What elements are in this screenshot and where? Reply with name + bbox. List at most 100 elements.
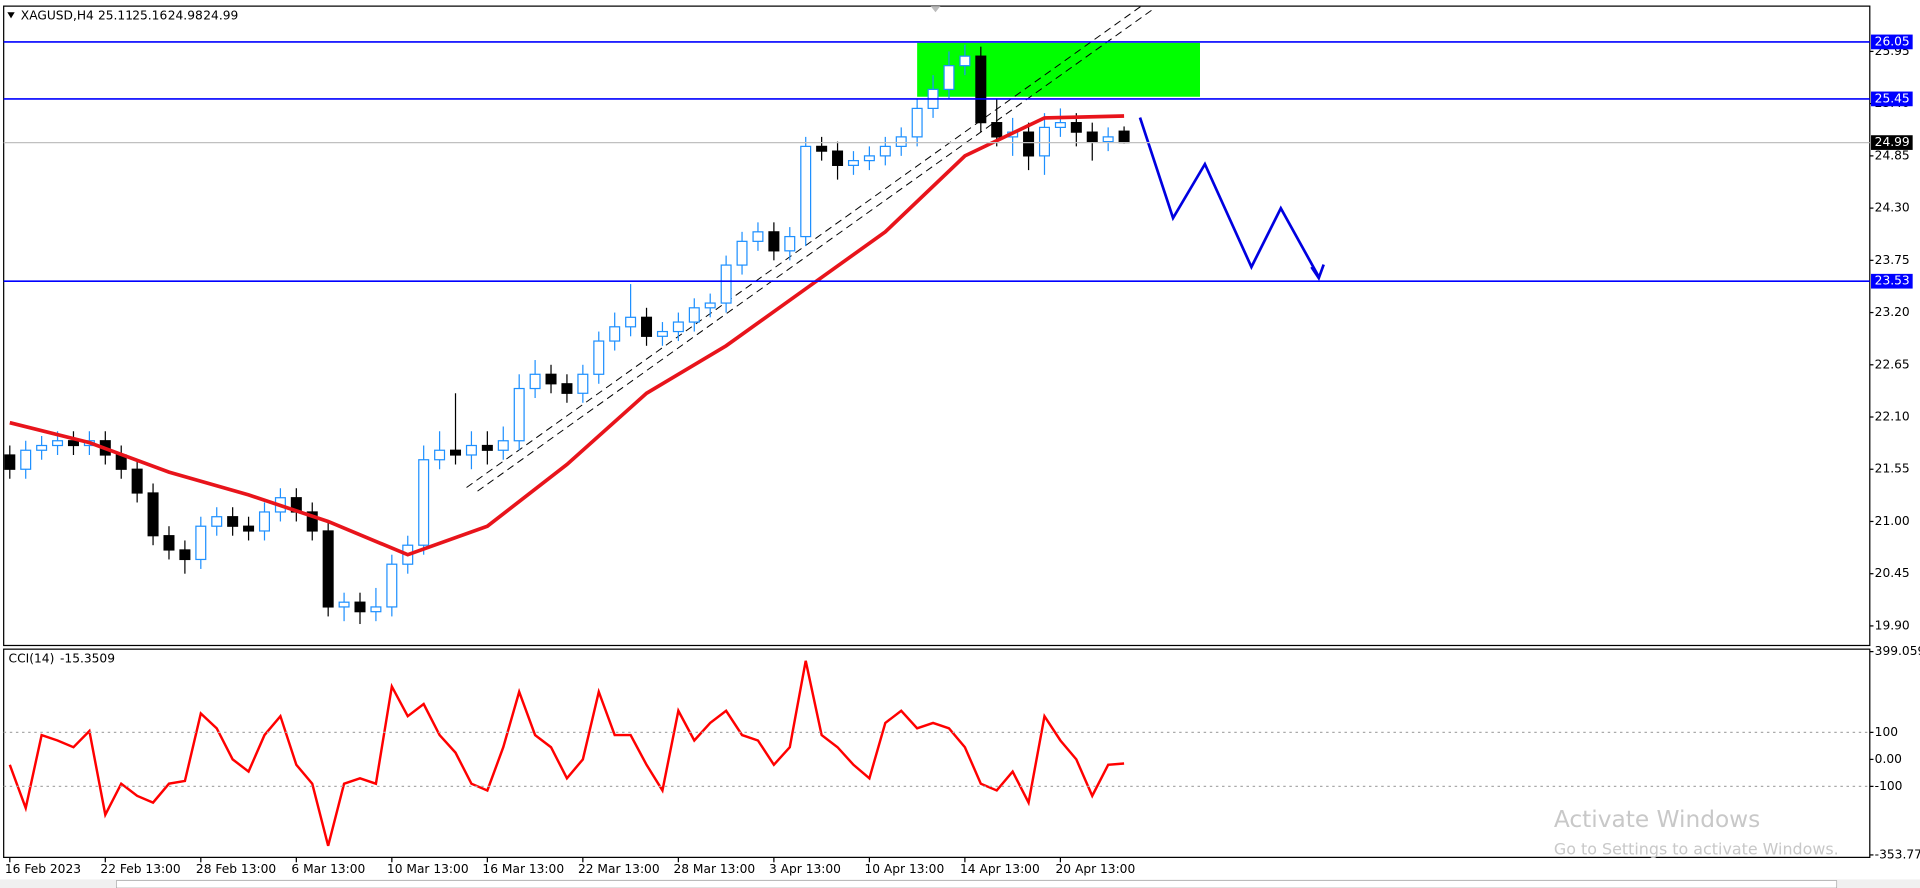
- y-tick-label: 23.75: [1875, 253, 1910, 267]
- x-tick-label: 28 Feb 13:00: [196, 862, 276, 876]
- candle-body: [975, 55, 987, 124]
- indicator-name: CCI(14): [9, 651, 55, 665]
- candle-body: [832, 150, 844, 166]
- candle-body: [863, 155, 875, 162]
- candle-body: [1102, 136, 1114, 143]
- scrollbar[interactable]: [116, 880, 1838, 888]
- candle-body: [147, 492, 159, 537]
- candle-body: [481, 444, 493, 451]
- level-label: 26.05: [1875, 34, 1910, 48]
- candle-body: [338, 601, 350, 608]
- candle-body: [179, 549, 191, 561]
- candle-body: [36, 444, 48, 451]
- candle-body: [656, 330, 668, 337]
- candle-body: [434, 449, 446, 461]
- y-tick-label: 19.90: [1875, 618, 1910, 632]
- candle-body: [768, 231, 780, 252]
- candle-body: [1086, 131, 1098, 143]
- y-tick-label: 22.10: [1875, 410, 1910, 424]
- y-tick-label: 0.00: [1875, 752, 1902, 766]
- channel-line: [466, 5, 1142, 488]
- candle-body: [609, 326, 621, 342]
- candle-body: [545, 373, 557, 385]
- candle-body: [20, 449, 32, 470]
- watermark-subtitle: Go to Settings to activate Windows.: [1554, 840, 1839, 859]
- indicator-value: -15.3509: [60, 651, 115, 665]
- y-tick-label: 22.65: [1875, 357, 1910, 371]
- y-tick-label: -353.774: [1875, 847, 1920, 861]
- channel-line: [477, 9, 1153, 492]
- y-tick-label: 24.30: [1875, 201, 1910, 215]
- supply-zone: [917, 42, 1200, 97]
- y-tick-label: 20.45: [1875, 566, 1910, 580]
- candle-body: [911, 107, 923, 138]
- x-tick-label: 22 Feb 13:00: [100, 862, 180, 876]
- y-tick-label: 21.55: [1875, 462, 1910, 476]
- x-tick-label: 16 Feb 2023: [5, 862, 81, 876]
- level-label-box: [1871, 34, 1913, 50]
- y-tick-label: 24.85: [1875, 148, 1910, 162]
- shift-marker: [930, 6, 941, 13]
- candle-body: [67, 440, 79, 447]
- level-label-box: [1871, 273, 1913, 289]
- candle-body: [752, 231, 764, 242]
- level-label: 25.45: [1875, 91, 1910, 105]
- candle-body: [322, 530, 334, 608]
- candle-body: [720, 264, 732, 304]
- candle-body: [593, 340, 605, 375]
- candle-body: [211, 516, 223, 527]
- candle-body: [879, 145, 891, 157]
- candle-body: [784, 235, 796, 252]
- candle-body: [4, 454, 16, 470]
- candle-body: [625, 316, 637, 328]
- x-tick-label: 10 Apr 13:00: [864, 862, 944, 876]
- x-tick-label: 22 Mar 13:00: [578, 862, 660, 876]
- candle-body: [736, 240, 748, 266]
- candle-body: [1054, 122, 1066, 128]
- candle-body: [243, 525, 255, 532]
- candle-body: [529, 373, 541, 390]
- candle-body: [465, 444, 477, 456]
- x-tick-label: 14 Apr 13:00: [960, 862, 1040, 876]
- y-tick-label: 23.20: [1875, 305, 1910, 319]
- candle-body: [1038, 126, 1051, 157]
- x-tick-label: 28 Mar 13:00: [673, 862, 755, 876]
- y-tick-label: 21.00: [1875, 514, 1910, 528]
- level-label: 23.53: [1875, 274, 1910, 288]
- candle-body: [513, 387, 525, 442]
- candle-body: [227, 516, 239, 527]
- header-open: 25.11: [98, 8, 133, 22]
- bid-label-box: [1871, 135, 1913, 150]
- marks: [4, 44, 1130, 847]
- candle-body: [131, 468, 143, 494]
- symbol: XAGUSD,H4: [21, 8, 94, 22]
- candle-body: [816, 145, 828, 152]
- forecast-arrow: [1310, 264, 1325, 281]
- candle-body: [847, 160, 859, 166]
- x-tick-label: 3 Apr 13:00: [769, 862, 841, 876]
- candle-body: [258, 511, 270, 532]
- header-close: 24.99: [203, 8, 238, 22]
- candle-body: [386, 563, 398, 608]
- candle-body: [943, 65, 955, 91]
- candle-body: [959, 55, 971, 67]
- cci-line: [8, 660, 1125, 847]
- candle-body: [641, 316, 653, 337]
- candle-body: [450, 449, 462, 456]
- candle-body: [370, 606, 382, 613]
- candle-body: [163, 535, 175, 551]
- candle-body: [1118, 130, 1130, 144]
- y-tick-label: 100: [1875, 725, 1898, 739]
- candle-body: [688, 307, 700, 323]
- cci-panel: [3, 648, 1871, 858]
- candle-body: [195, 525, 207, 561]
- collapse-icon[interactable]: [7, 12, 15, 19]
- bid-label: 24.99: [1875, 135, 1910, 149]
- level-label-box: [1871, 91, 1913, 107]
- header-low: 24.98: [168, 8, 203, 22]
- x-tick-label: 16 Mar 13:00: [482, 862, 564, 876]
- candle-body: [306, 511, 318, 532]
- header-high: 25.16: [132, 8, 167, 22]
